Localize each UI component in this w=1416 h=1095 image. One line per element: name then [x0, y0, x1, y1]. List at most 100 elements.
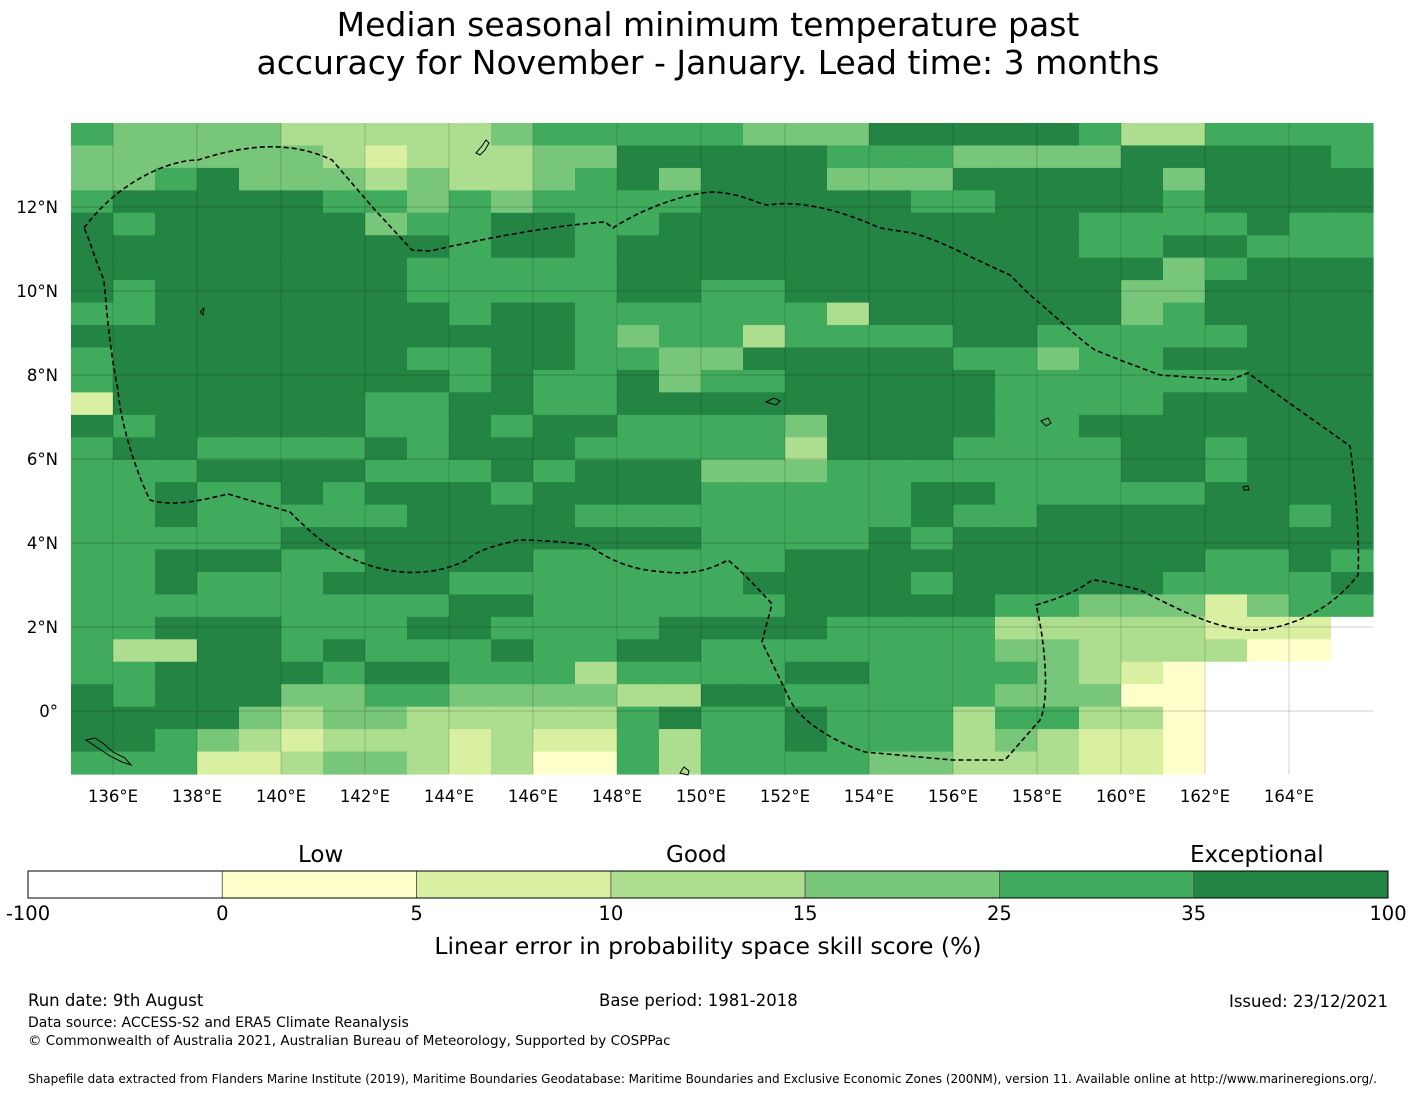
- grid-cell: [617, 123, 660, 147]
- grid-cell: [407, 167, 450, 191]
- grid-cell: [323, 437, 366, 461]
- lat-tick-label: 6°N: [27, 450, 58, 469]
- lat-tick-label: 8°N: [27, 366, 58, 385]
- grid-cell: [617, 706, 660, 730]
- grid-cell: [659, 482, 702, 506]
- grid-cell: [71, 706, 114, 730]
- grid-cell: [1331, 145, 1374, 169]
- skill-grid: [71, 123, 1374, 775]
- grid-cell: [953, 414, 996, 438]
- grid-cell: [113, 235, 156, 259]
- grid-cell: [575, 414, 618, 438]
- grid-cell: [827, 549, 870, 573]
- colorbar-tick-label: 35: [1181, 902, 1207, 925]
- grid-cell: [281, 549, 324, 573]
- grid-cell: [1121, 616, 1164, 640]
- grid-cell: [869, 482, 912, 506]
- grid-cell: [701, 123, 744, 147]
- grid-cell: [239, 212, 282, 236]
- grid-cell: [1289, 549, 1332, 573]
- grid-cell: [323, 369, 366, 393]
- grid-cell: [155, 639, 198, 663]
- grid-cell: [71, 639, 114, 663]
- grid-cell: [407, 594, 450, 618]
- grid-cell: [701, 392, 744, 416]
- grid-cell: [1331, 549, 1374, 573]
- grid-cell: [701, 594, 744, 618]
- grid-cell: [1247, 167, 1290, 191]
- grid-cell: [365, 392, 408, 416]
- grid-cell: [1079, 616, 1122, 640]
- grid-cell: [1247, 392, 1290, 416]
- grid-cell: [953, 549, 996, 573]
- grid-cell: [323, 145, 366, 169]
- grid-cell: [995, 190, 1038, 214]
- grid-cell: [491, 729, 534, 753]
- grid-cell: [1037, 459, 1080, 483]
- grid-cell: [113, 392, 156, 416]
- grid-cell: [323, 257, 366, 281]
- grid-cell: [1121, 167, 1164, 191]
- grid-cell: [281, 392, 324, 416]
- grid-cell: [953, 257, 996, 281]
- grid-cell: [1205, 459, 1248, 483]
- grid-cell: [239, 280, 282, 304]
- grid-cell: [1289, 280, 1332, 304]
- grid-cell: [1079, 504, 1122, 528]
- grid-cell: [1331, 190, 1374, 214]
- grid-cell: [71, 482, 114, 506]
- grid-cell: [869, 123, 912, 147]
- grid-cell: [1079, 145, 1122, 169]
- grid-cell: [1331, 706, 1374, 730]
- grid-cell: [575, 729, 618, 753]
- grid-cell: [827, 571, 870, 596]
- grid-cell: [1163, 145, 1206, 169]
- grid-cell: [281, 751, 324, 775]
- grid-cell: [1289, 302, 1332, 326]
- grid-cell: [1079, 751, 1122, 775]
- grid-cell: [743, 729, 786, 753]
- grid-cell: [743, 661, 786, 685]
- grid-cell: [659, 437, 702, 461]
- grid-cell: [785, 751, 828, 775]
- grid-cell: [239, 437, 282, 461]
- grid-cell: [1037, 123, 1080, 147]
- grid-cell: [953, 616, 996, 640]
- grid-cell: [743, 123, 786, 147]
- grid-cell: [785, 167, 828, 191]
- grid-cell: [407, 212, 450, 236]
- grid-cell: [617, 280, 660, 304]
- grid-cell: [911, 280, 954, 304]
- colorbar-outline: [27, 870, 1389, 899]
- grid-cell: [71, 369, 114, 393]
- colorbar-bin: [804, 870, 1000, 899]
- grid-cell: [1037, 684, 1080, 708]
- grid-cell: [827, 145, 870, 169]
- grid-cell: [281, 684, 324, 708]
- grid-cell: [491, 347, 534, 371]
- grid-cell: [365, 504, 408, 528]
- grid-cell: [785, 325, 828, 349]
- grid-cell: [155, 549, 198, 573]
- grid-cell: [827, 684, 870, 708]
- grid-cell: [911, 257, 954, 281]
- grid-cell: [1247, 123, 1290, 147]
- grid-cell: [575, 639, 618, 663]
- grid-cell: [953, 437, 996, 461]
- grid-cell: [827, 437, 870, 461]
- grid-cell: [785, 145, 828, 169]
- grid-cell: [1037, 661, 1080, 685]
- grid-cell: [575, 212, 618, 236]
- grid-cell: [659, 325, 702, 349]
- grid-cell: [701, 616, 744, 640]
- grid-cell: [281, 235, 324, 259]
- grid-cell: [995, 639, 1038, 663]
- colorbar-tick-label: 5: [410, 902, 423, 925]
- grid-cell: [1205, 414, 1248, 438]
- grid-cell: [449, 257, 492, 281]
- grid-cell: [155, 684, 198, 708]
- grid-cell: [1121, 527, 1164, 551]
- grid-cell: [1247, 437, 1290, 461]
- grid-cell: [1037, 212, 1080, 236]
- grid-cell: [827, 527, 870, 551]
